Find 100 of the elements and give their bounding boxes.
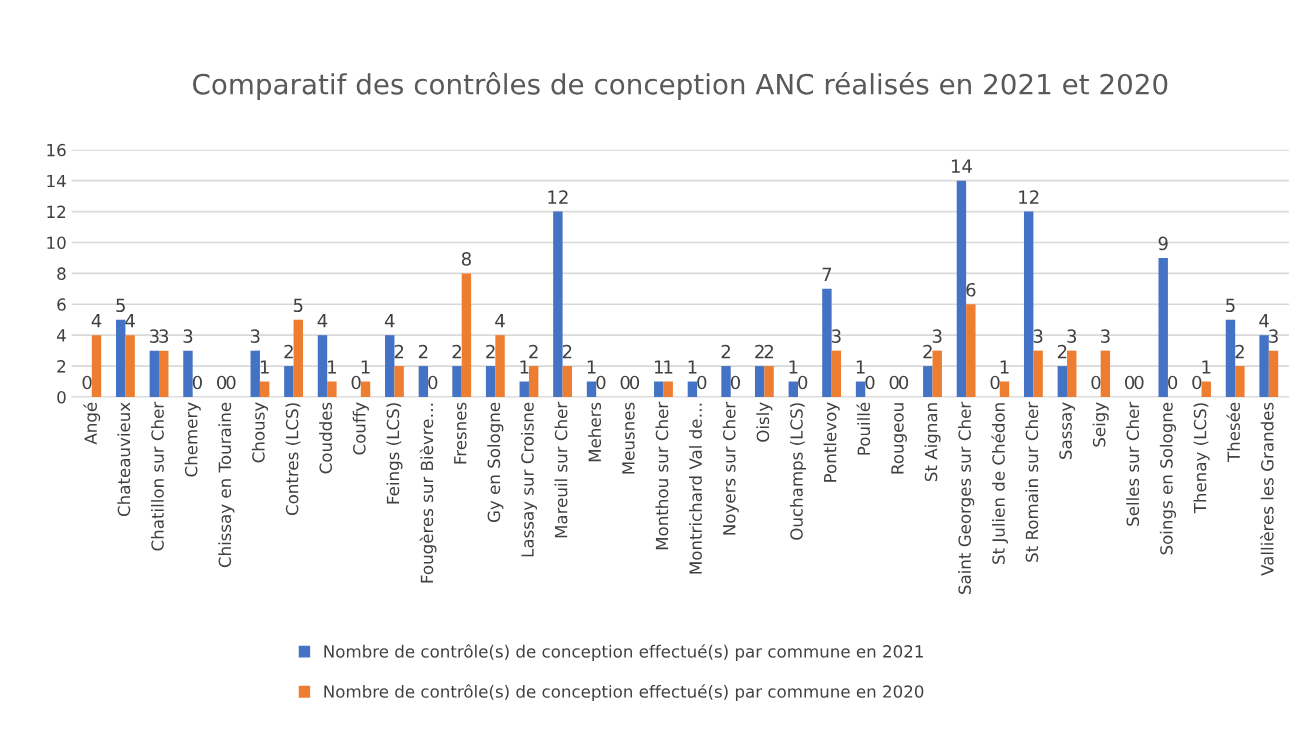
x-tick-label: Pontlevoy: [823, 402, 840, 482]
data-label: 0: [730, 375, 740, 390]
data-label: 1: [789, 360, 798, 374]
bar: [553, 211, 563, 397]
bar: [116, 319, 126, 397]
bar: [663, 381, 673, 397]
y-tick-label: 6: [57, 298, 66, 311]
bar: [923, 366, 933, 397]
bar: [1225, 319, 1236, 397]
x-tick-label: Seigy: [1092, 402, 1109, 447]
data-label: 2: [529, 344, 538, 359]
bar: [259, 381, 270, 397]
bar: [394, 366, 404, 397]
data-label: 1: [856, 360, 865, 374]
data-label: 4: [91, 314, 102, 328]
bar: [1201, 381, 1211, 397]
data-label: 2: [755, 344, 764, 359]
bar: [1057, 366, 1068, 397]
y-tick-label: 4: [56, 329, 66, 342]
data-label: 4: [384, 314, 395, 328]
bar: [1067, 350, 1077, 397]
x-tick-label: Fougères sur Bièvre…: [419, 403, 437, 583]
data-label: 5: [1226, 298, 1235, 313]
data-label: 2: [394, 344, 404, 359]
y-tick-label: 12: [47, 205, 66, 218]
x-tick-label: Thesée: [1226, 402, 1241, 463]
bar: [125, 335, 135, 397]
data-label: 0: [1192, 375, 1202, 390]
bar: [528, 366, 539, 397]
data-label: 2: [418, 344, 428, 359]
x-tick-label: Fresnes: [454, 402, 467, 464]
data-label: 3: [183, 329, 193, 343]
bar: [284, 366, 294, 397]
x-tick-label: Mareuil sur Cher: [554, 401, 568, 538]
data-label: 9: [1158, 236, 1168, 251]
data-label: 2: [1057, 344, 1067, 359]
x-tick-label: Feings (LCS): [386, 403, 403, 504]
data-label: 2: [562, 344, 572, 359]
data-label: 1: [1202, 360, 1211, 374]
data-label: 1: [328, 360, 336, 374]
bar: [1100, 350, 1111, 397]
bar: [966, 304, 976, 397]
data-label: 3: [149, 329, 159, 343]
bar: [764, 366, 774, 397]
data-label: 1: [520, 360, 529, 374]
bar: [1023, 211, 1034, 397]
x-tick-label: Montrichard Val de…: [689, 403, 702, 574]
x-tick-label: Chousy: [251, 402, 268, 463]
data-label: 0: [596, 375, 606, 390]
bar: [360, 381, 371, 397]
bar: [519, 381, 529, 397]
y-tick-label: 8: [57, 267, 66, 280]
x-tick-label: St Julien de Chédon: [991, 403, 1008, 564]
data-label: 1: [361, 360, 370, 374]
data-label: 2: [1235, 344, 1244, 359]
x-tick-label: Chemery: [184, 402, 201, 477]
data-label: 7: [822, 267, 832, 281]
data-label: 0: [899, 375, 909, 390]
data-label: 1: [260, 360, 269, 374]
data-label: 2: [764, 344, 774, 359]
data-label: 14: [951, 159, 972, 173]
data-label: 1: [1000, 360, 1009, 374]
data-label: 3: [831, 329, 841, 343]
data-label: 2: [486, 344, 495, 359]
y-tick-label: 10: [47, 236, 66, 250]
y-tick-label: 2: [57, 360, 66, 373]
data-label: 4: [125, 314, 135, 328]
data-label: 2: [452, 344, 461, 359]
data-label: 0: [630, 375, 640, 390]
legend-label: Nombre de contrôle(s) de conception effectué(s) par commune en 2021: [324, 644, 923, 661]
x-tick-label: Couddes: [319, 402, 333, 474]
bar: [183, 350, 193, 397]
data-label: 12: [548, 190, 568, 204]
data-label: 0: [192, 375, 202, 390]
data-label: 0: [697, 375, 707, 390]
data-label: 3: [1067, 329, 1077, 343]
bar: [822, 288, 832, 397]
bar: [327, 381, 337, 397]
x-tick-label: Angé: [83, 402, 101, 445]
bar: [452, 366, 462, 397]
bar: [293, 319, 303, 397]
data-label: 0: [1168, 375, 1178, 390]
x-tick-label: Contres (LCS): [285, 403, 301, 516]
bar: [999, 381, 1010, 397]
legend-label: Nombre de contrôle(s) de conception effectué(s) par commune en 2020: [324, 684, 924, 702]
x-tick-label: St Aignan: [924, 403, 941, 482]
data-label: 4: [495, 314, 505, 328]
x-tick-label: Vallières les Grandes: [1260, 402, 1274, 576]
data-label: 2: [923, 344, 932, 359]
data-label: 3: [1101, 329, 1110, 343]
data-label: 3: [159, 329, 169, 343]
bar: [721, 366, 731, 397]
data-label: 5: [293, 298, 303, 313]
bar: [831, 350, 842, 397]
chart-title: Comparatif des contrôles de conception ANC réalisés en 2021 et 2020: [193, 72, 1168, 101]
data-label: 3: [1269, 329, 1278, 343]
data-label: 0: [1091, 375, 1101, 390]
x-tick-label: Couffy: [352, 402, 369, 455]
x-tick-label: Chatillon sur Cher: [150, 401, 164, 551]
data-label: 0: [798, 375, 808, 390]
